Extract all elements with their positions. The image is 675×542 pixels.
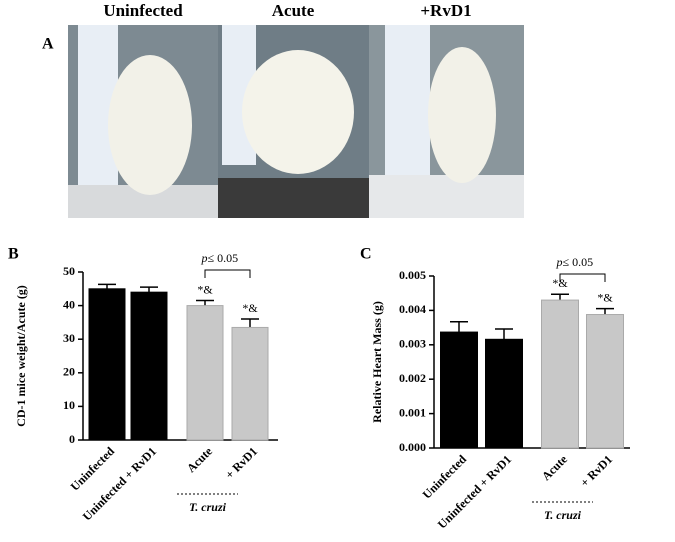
- group-label: T. cruzi: [544, 508, 582, 522]
- y-axis-label: CD-1 mice weight/Acute (g): [14, 285, 28, 427]
- y-tick-label: 0.002: [399, 371, 426, 385]
- photo-label: +RvD1: [420, 1, 471, 20]
- bar: [130, 291, 168, 441]
- y-axis-label: Relative Heart Mass (g): [370, 301, 384, 423]
- grille: [218, 178, 369, 218]
- comparison-bracket: [204, 269, 251, 278]
- photo-label: Acute: [272, 1, 315, 20]
- bar: [231, 326, 269, 441]
- photo-panel: [68, 25, 524, 218]
- y-tick-label: 30: [63, 331, 75, 345]
- bar: [440, 331, 478, 449]
- y-tick-label: 0.005: [399, 268, 426, 282]
- bar: [586, 314, 624, 449]
- bar: [88, 288, 126, 441]
- photo-label: Uninfected: [103, 1, 183, 20]
- y-tick-label: 0.000: [399, 440, 426, 454]
- y-tick-label: 0.001: [399, 405, 426, 419]
- significance-marker: *&: [197, 282, 213, 296]
- y-tick-label: 20: [63, 365, 75, 379]
- x-tick-label: + RvD1: [222, 444, 260, 482]
- comparison-symbol: p: [201, 251, 208, 265]
- y-tick-label: 50: [63, 264, 75, 278]
- comparison-text: ≤ 0.05: [208, 251, 239, 265]
- significance-marker: *&: [552, 276, 568, 290]
- x-tick-label: Acute: [539, 452, 571, 484]
- mouse: [242, 50, 354, 174]
- mouse: [428, 47, 496, 183]
- y-tick-label: 10: [63, 398, 75, 412]
- panel-label: A: [42, 36, 54, 53]
- group-label: T. cruzi: [189, 500, 227, 514]
- floor: [369, 175, 524, 218]
- x-tick-label: Acute: [184, 444, 216, 476]
- comparison-symbol: p: [556, 255, 563, 269]
- bar: [541, 299, 579, 449]
- y-tick-label: 0: [69, 432, 75, 446]
- bar: [485, 338, 523, 449]
- x-tick-label: + RvD1: [577, 452, 615, 490]
- ruler: [385, 25, 430, 175]
- panel-label: B: [8, 246, 19, 263]
- comparison-bracket: [559, 273, 606, 282]
- significance-marker: *&: [242, 301, 258, 315]
- panel-label: C: [360, 246, 372, 263]
- x-tick-label: Uninfected + RvD1: [80, 444, 159, 523]
- y-tick-label: 40: [63, 297, 75, 311]
- comparison-text: ≤ 0.05: [563, 255, 594, 269]
- mouse: [108, 55, 192, 195]
- bar: [186, 305, 224, 441]
- significance-marker: *&: [597, 290, 613, 304]
- y-tick-label: 0.003: [399, 337, 426, 351]
- y-tick-label: 0.004: [399, 302, 426, 316]
